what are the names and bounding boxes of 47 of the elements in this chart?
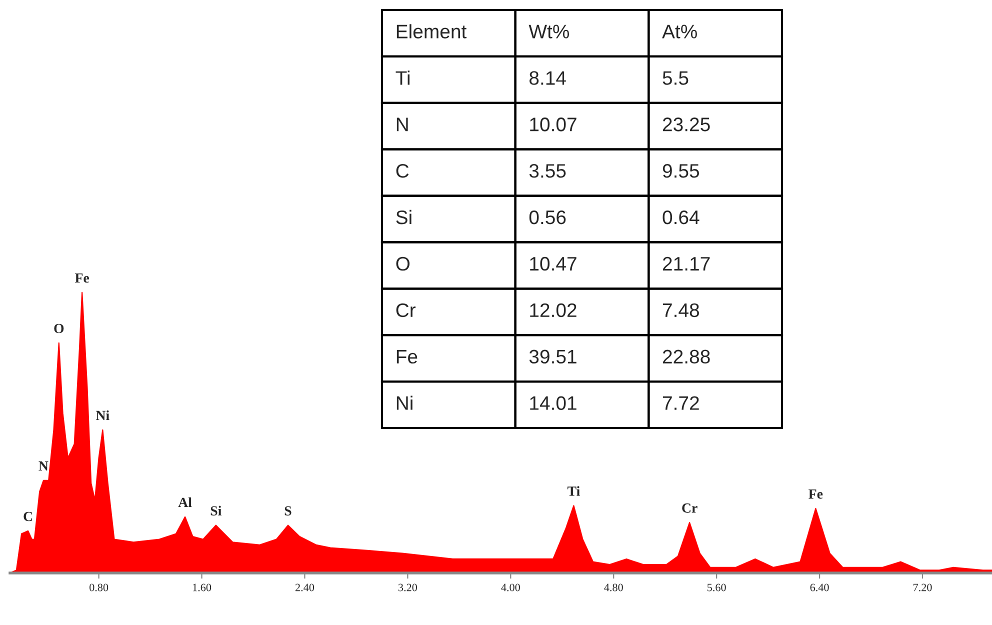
category-label: Element [396,24,467,38]
x-tick-label: 3.20 [398,584,417,592]
annotation: C [24,512,32,522]
text: 8.14 [530,71,566,85]
text: 39.51 [529,350,576,364]
annotation: Al [178,497,192,507]
annotation: Ti [567,486,580,496]
x-tick-label: 7.20 [914,584,932,592]
category-label: O [396,256,410,271]
category-label: C [396,164,409,178]
annotation: Fe [808,489,823,499]
annotation: Cr [682,503,698,513]
text: 7.72 [662,396,699,410]
category-label: Cr [396,303,416,318]
category-label: Si [396,210,412,224]
annotation: N [38,461,48,471]
category-label: At% [662,24,697,38]
text: 7.48 [662,303,699,318]
text: 21.17 [662,256,710,270]
text: 5.5 [662,71,688,85]
category-label: Fe [396,350,418,364]
text: 22.88 [662,350,710,364]
text: 10.47 [530,256,576,271]
text: 23.25 [662,118,710,132]
x-tick-label: 4.00 [501,584,520,592]
x-tick-label: 2.40 [295,584,314,592]
x-tick-label: 1.60 [193,584,212,592]
text: 0.56 [529,210,566,224]
annotation: Si [210,506,222,516]
x-tick-label: 6.40 [810,584,829,592]
category-label: Ti [396,70,410,85]
annotation: Ni [96,410,110,420]
text: 9.55 [662,164,700,178]
annotation: S [284,506,292,516]
text: 10.07 [530,118,576,132]
text: 14.01 [530,396,576,410]
text: 3.55 [529,164,566,178]
category-label: Wt% [528,24,570,38]
x-tick-label: 5.60 [708,584,726,592]
text: 0.64 [662,210,700,224]
category-label: Ni [396,396,412,410]
category-label: N [396,118,408,132]
text: 12.02 [530,303,576,318]
x-tick-label: 4.80 [604,584,623,592]
annotation: O [54,324,64,334]
x-tick-label: 0.80 [90,584,108,592]
annotation: Fe [74,273,90,283]
